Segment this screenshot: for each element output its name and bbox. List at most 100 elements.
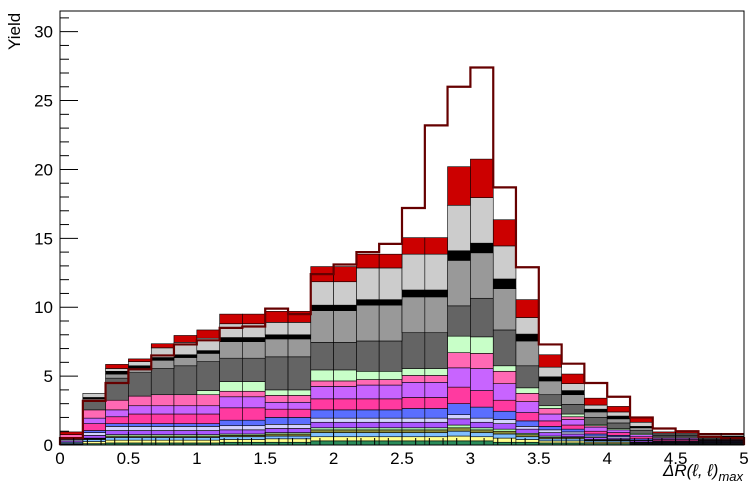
bar-series-13-bin-11 (310, 310, 334, 343)
bar-series-14-bin-22 (561, 390, 585, 396)
series-8 (82, 386, 745, 442)
bar-series-5-bin-5 (173, 430, 198, 435)
bar-series-16-bin-5 (173, 335, 198, 343)
bar-series-10-bin-22 (561, 416, 585, 420)
bar-series-14-bin-8 (242, 337, 266, 342)
x-tick-label: 1.5 (253, 449, 277, 468)
bar-series-13-bin-7 (219, 341, 243, 359)
bar-series-6-bin-13 (356, 417, 380, 423)
bar-series-13-bin-5 (173, 357, 198, 367)
bar-series-4-bin-15 (401, 427, 426, 431)
bar-series-7-bin-10 (287, 417, 312, 425)
bar-series-13-bin-22 (561, 394, 585, 405)
bar-series-15-bin-3 (128, 361, 152, 367)
total-outline-line (58, 66, 746, 445)
bar-series-12-bin-19 (492, 329, 517, 367)
bar-series-7-bin-6 (196, 423, 220, 427)
bar-series-15-bin-25 (629, 421, 654, 427)
x-tick-label: 2.5 (390, 449, 414, 468)
bar-series-15-bin-11 (310, 281, 334, 306)
bar-series-1-bin-21 (538, 440, 562, 444)
bar-series-11-bin-12 (333, 369, 357, 382)
bar-series-11-bin-6 (196, 390, 220, 396)
bar-series-7-bin-15 (401, 408, 426, 419)
bar-series-5-bin-11 (310, 421, 334, 429)
bar-series-16-bin-13 (356, 253, 380, 269)
bar-series-1-bin-18 (470, 436, 494, 442)
bar-series-7-bin-5 (173, 423, 198, 427)
bar-series-16-bin-26 (652, 431, 676, 434)
bar-series-1-bin-19 (492, 437, 517, 443)
bar-series-15-bin-23 (584, 404, 608, 410)
bar-series-2-bin-2 (105, 437, 129, 441)
bar-series-12-bin-6 (196, 361, 220, 391)
bar-series-10-bin-13 (356, 379, 380, 386)
bar-series-11-bin-14 (378, 370, 403, 380)
bar-series-14-bin-20 (515, 333, 540, 342)
bar-series-0-bin-12 (333, 440, 357, 446)
bar-series-14-bin-16 (424, 289, 448, 298)
bar-series-2-bin-8 (242, 436, 266, 440)
bar-series-5-bin-8 (242, 429, 266, 435)
bar-series-8-bin-11 (310, 398, 334, 411)
bar-series-5-bin-16 (424, 421, 448, 429)
bar-series-6-bin-14 (378, 417, 403, 423)
bar-series-13-bin-21 (538, 380, 562, 396)
bar-series-16-bin-12 (333, 266, 357, 283)
bar-series-10-bin-3 (128, 395, 152, 407)
bar-series-3-bin-20 (515, 434, 540, 438)
bar-series-1-bin-15 (401, 436, 426, 442)
x-tick-label: 5 (739, 449, 748, 468)
bar-series-12-bin-11 (310, 342, 334, 371)
bar-series-8-bin-5 (173, 413, 198, 424)
bar-series-13-bin-15 (401, 296, 426, 334)
bar-series-7-bin-16 (424, 408, 448, 419)
bar-series-8-bin-12 (333, 398, 357, 411)
x-axis-label: ΔR(ℓ, ℓ)max (662, 461, 744, 484)
bar-series-5-bin-21 (538, 432, 562, 437)
series-7 (59, 403, 745, 442)
bar-series-9-bin-10 (287, 401, 312, 410)
y-tick-label: 15 (34, 229, 53, 248)
bar-series-10-bin-15 (401, 375, 426, 383)
bar-series-12-bin-20 (515, 365, 540, 389)
bar-series-6-bin-21 (538, 429, 562, 433)
bar-series-7-bin-13 (356, 409, 380, 419)
bar-series-13-bin-17 (447, 260, 471, 307)
y-tick-label: 5 (44, 367, 53, 386)
bar-series-4-bin-14 (378, 427, 403, 431)
bar-series-12-bin-22 (561, 404, 585, 415)
bar-series-11-bin-19 (492, 365, 517, 372)
bar-series-9-bin-15 (401, 382, 426, 398)
bar-series-6-bin-10 (287, 424, 312, 429)
bar-series-5-bin-9 (264, 428, 289, 433)
bar-series-9-bin-24 (606, 429, 631, 433)
bar-series-14-bin-11 (310, 304, 334, 311)
bar-series-15-bin-7 (219, 323, 243, 338)
bar-series-6-bin-1 (82, 432, 106, 436)
bar-series-8-bin-4 (150, 413, 175, 424)
bar-series-6-bin-5 (173, 426, 198, 431)
bar-series-15-bin-21 (538, 366, 562, 378)
bar-series-2-bin-1 (82, 439, 106, 442)
total-outline (58, 66, 746, 445)
bar-series-14-bin-21 (538, 376, 562, 382)
bar-series-3-bin-11 (310, 429, 334, 433)
bar-series-7-bin-17 (447, 403, 471, 415)
bar-series-10-bin-4 (150, 394, 175, 407)
bar-series-15-bin-1 (82, 393, 106, 398)
bar-series-1-bin-2 (105, 439, 129, 444)
bar-series-16-bin-28 (698, 432, 722, 435)
bar-series-11-bin-10 (287, 389, 312, 396)
bar-series-15-bin-13 (356, 267, 380, 300)
bar-series-10-bin-18 (470, 353, 494, 369)
bar-series-7-bin-21 (538, 426, 562, 431)
bar-series-1-bin-20 (515, 439, 540, 443)
bar-series-10-bin-6 (196, 394, 220, 407)
bar-series-8-bin-14 (378, 398, 403, 411)
bar-series-14-bin-24 (606, 415, 631, 420)
bar-series-8-bin-18 (470, 390, 494, 408)
bar-series-0-bin-15 (401, 440, 426, 446)
bar-series-2-bin-4 (150, 437, 175, 441)
bar-series-16-bin-17 (447, 166, 471, 206)
